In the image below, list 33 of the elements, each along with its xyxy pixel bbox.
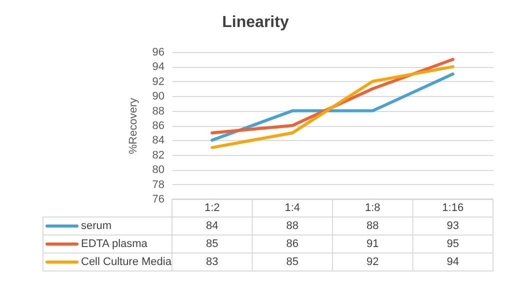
- y-tick-label: 94: [152, 61, 164, 74]
- y-tick-label: 90: [152, 90, 164, 103]
- data-label: 95: [446, 238, 459, 250]
- x-tick-label: 1:8: [364, 202, 380, 214]
- line-series: [210, 65, 454, 150]
- x-tick-label: 1:4: [284, 202, 300, 214]
- data-label: 92: [366, 256, 379, 268]
- y-tick-label: 84: [152, 134, 164, 147]
- data-label: 85: [286, 256, 298, 268]
- chart-title: Linearity: [222, 14, 289, 31]
- y-tick-label: 96: [152, 46, 164, 58]
- y-tick-label: 76: [152, 194, 164, 206]
- data-label: 86: [286, 238, 298, 250]
- y-axis-title: %Recovery: [128, 97, 140, 154]
- data-label: 93: [446, 220, 459, 232]
- data-label: 88: [286, 220, 298, 232]
- y-tick-label: 88: [152, 105, 164, 118]
- y-tick-label: 86: [152, 120, 164, 132]
- y-tick-label: 92: [152, 76, 164, 88]
- data-label: 88: [366, 220, 379, 232]
- x-tick-label: 1:2: [204, 202, 220, 214]
- legend-label: EDTA plasma: [81, 238, 148, 250]
- data-label: 94: [446, 256, 459, 268]
- legend-label: serum: [81, 220, 112, 232]
- y-tick-label: 82: [152, 149, 164, 162]
- data-label: 85: [206, 238, 218, 250]
- data-label: 84: [206, 220, 218, 232]
- x-tick-label: 1:16: [442, 202, 464, 214]
- data-label: 91: [366, 238, 379, 250]
- y-tick-label: 78: [152, 178, 164, 191]
- data-label: 83: [206, 256, 218, 268]
- y-tick-label: 80: [152, 164, 164, 176]
- legend-label: Cell Culture Media: [81, 256, 172, 268]
